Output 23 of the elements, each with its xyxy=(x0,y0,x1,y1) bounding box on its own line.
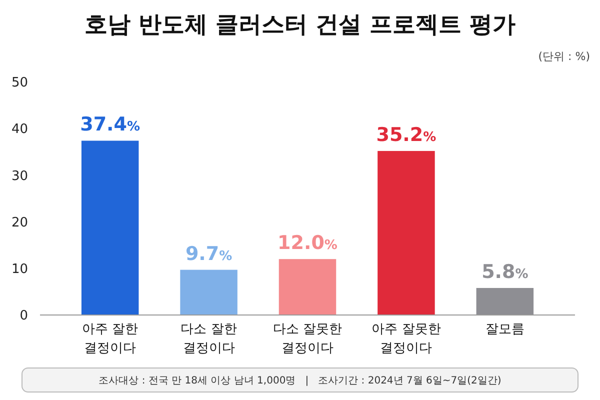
y-tick-label: 50 xyxy=(11,76,28,91)
data-label: 9.7% xyxy=(185,242,232,265)
bar xyxy=(180,270,238,315)
y-tick-label: 30 xyxy=(11,168,28,184)
text: (단위 : %) xyxy=(538,50,590,63)
x-tick-label: 잘모름 xyxy=(485,322,524,337)
bar xyxy=(278,259,336,315)
y-tick-label: 20 xyxy=(11,215,28,230)
bar xyxy=(81,140,139,315)
x-tick-label: 아주 잘한 결정이다 xyxy=(82,322,138,356)
data-label: 35.2% xyxy=(376,124,436,146)
bar xyxy=(378,150,435,315)
data-label: 5.8% xyxy=(482,260,528,283)
y-tick-label: 10 xyxy=(11,262,28,277)
chart-title: 호남 반도체 클러스터 건설 프로젝트 평가 xyxy=(84,12,516,38)
x-tick-label: 다소 잘한 결정이다 xyxy=(180,322,237,356)
y-tick-label: 0 xyxy=(20,308,28,324)
text: 조사대상 : 전국 만 18세 이상 남녀 1,000명 | 조사기간 : 2024년 7월 6일~7일(2일간) xyxy=(98,376,502,386)
x-tick-label: 아주 잘못한 결정이다 xyxy=(372,322,441,356)
data-label: 12.0% xyxy=(278,232,338,254)
y-tick-label: 40 xyxy=(11,122,28,138)
x-tick-label: 다소 잘못한 결정이다 xyxy=(272,322,342,356)
data-label: 37.4% xyxy=(80,114,140,136)
